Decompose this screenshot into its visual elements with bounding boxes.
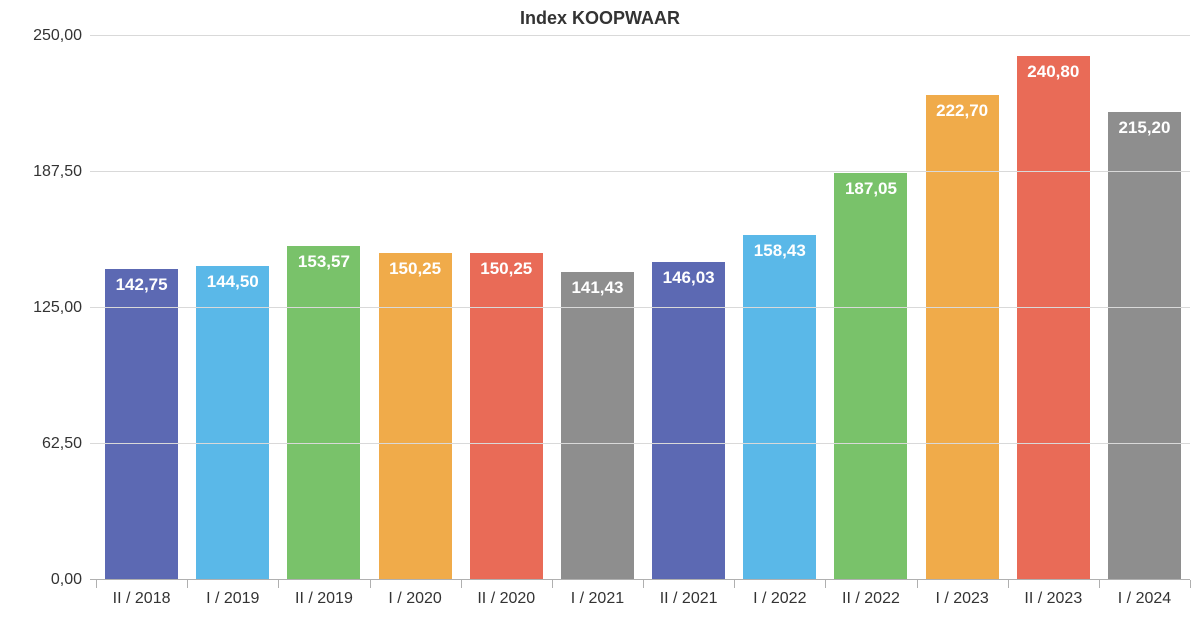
x-tick	[370, 580, 371, 588]
bar: 150,25	[470, 253, 543, 580]
bar: 150,25	[379, 253, 452, 580]
x-tick-label: I / 2023	[917, 580, 1008, 608]
bar: 187,05	[834, 173, 907, 580]
chart-title: Index KOOPWAAR	[0, 8, 1200, 29]
x-tick	[734, 580, 735, 588]
x-tick	[552, 580, 553, 588]
y-tick-label: 62,50	[42, 435, 96, 453]
y-tick-label: 187,50	[33, 163, 96, 181]
x-axis-baseline	[90, 579, 1190, 580]
y-tick-label: 0,00	[51, 571, 96, 589]
x-tick	[187, 580, 188, 588]
bar: 158,43	[743, 235, 816, 580]
bar-slot: 187,05	[825, 36, 916, 580]
bar-chart: Index KOOPWAAR 142,75144,50153,57150,251…	[0, 0, 1200, 622]
bar-slot: 240,80	[1008, 36, 1099, 580]
bar-slot: 142,75	[96, 36, 187, 580]
grid-line	[90, 35, 1190, 36]
bar: 141,43	[561, 272, 634, 580]
x-tick	[1099, 580, 1100, 588]
bar-slot: 215,20	[1099, 36, 1190, 580]
x-tick	[1190, 580, 1191, 588]
bar-value-label: 222,70	[936, 101, 988, 121]
bar-slot: 150,25	[461, 36, 552, 580]
bar: 240,80	[1017, 56, 1090, 580]
bar-value-label: 215,20	[1118, 118, 1170, 138]
bar-value-label: 240,80	[1027, 62, 1079, 82]
x-tick	[278, 580, 279, 588]
x-tick-label: II / 2023	[1008, 580, 1099, 608]
bar: 215,20	[1108, 112, 1181, 580]
bar-value-label: 146,03	[663, 268, 715, 288]
bars-container: 142,75 144,50 153,57 150,25 150,25 141,43 146,…	[96, 36, 1190, 580]
bar: 142,75	[105, 269, 178, 580]
bar-slot: 158,43	[734, 36, 825, 580]
x-tick	[825, 580, 826, 588]
bar: 146,03	[652, 262, 725, 580]
bar-slot: 141,43	[552, 36, 643, 580]
bar-value-label: 142,75	[116, 275, 168, 295]
bar-value-label: 187,05	[845, 179, 897, 199]
x-tick-label: II / 2021	[643, 580, 734, 608]
bar-slot: 146,03	[643, 36, 734, 580]
bar-slot: 222,70	[917, 36, 1008, 580]
x-tick-label: I / 2022	[734, 580, 825, 608]
y-tick-label: 125,00	[33, 299, 96, 317]
x-tick-label: II / 2020	[461, 580, 552, 608]
x-tick-label: I / 2024	[1099, 580, 1190, 608]
grid-line	[90, 307, 1190, 308]
x-tick	[643, 580, 644, 588]
x-tick	[96, 580, 97, 588]
x-tick-label: I / 2020	[370, 580, 461, 608]
x-tick	[1008, 580, 1009, 588]
x-tick-label: II / 2018	[96, 580, 187, 608]
grid-line	[90, 171, 1190, 172]
grid-line	[90, 443, 1190, 444]
bar-slot: 144,50	[187, 36, 278, 580]
x-tick	[917, 580, 918, 588]
plot-area: 142,75 144,50 153,57 150,25 150,25 141,43 146,…	[96, 36, 1190, 580]
bar: 222,70	[926, 95, 999, 580]
bar-value-label: 158,43	[754, 241, 806, 261]
x-tick	[461, 580, 462, 588]
x-tick-label: I / 2019	[187, 580, 278, 608]
x-tick-label: II / 2022	[825, 580, 916, 608]
x-tick-label: I / 2021	[552, 580, 643, 608]
bar-slot: 153,57	[278, 36, 369, 580]
bar: 144,50	[196, 266, 269, 580]
bar-value-label: 150,25	[480, 259, 532, 279]
bar-value-label: 153,57	[298, 252, 350, 272]
y-tick-label: 250,00	[33, 27, 96, 45]
bar-value-label: 144,50	[207, 272, 259, 292]
bar-value-label: 150,25	[389, 259, 441, 279]
x-tick-label: II / 2019	[278, 580, 369, 608]
bar-slot: 150,25	[370, 36, 461, 580]
bar-value-label: 141,43	[571, 278, 623, 298]
bar: 153,57	[287, 246, 360, 580]
